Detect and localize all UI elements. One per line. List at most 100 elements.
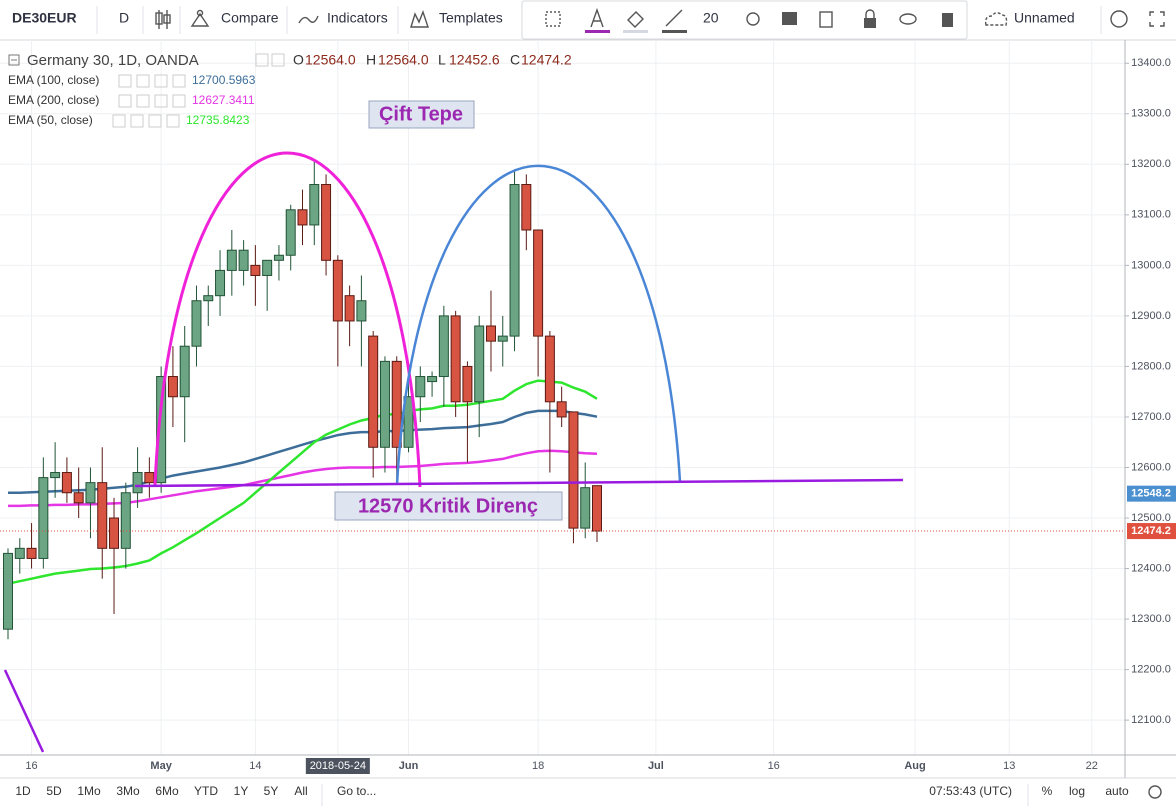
templates-button[interactable]: Templates (439, 10, 503, 26)
x-tick-label: 22 (1086, 760, 1098, 772)
line-swatch (662, 30, 687, 33)
price-tag-label: 12548.2 (1131, 488, 1171, 500)
collapse-legend[interactable] (8, 54, 20, 66)
indicator-icon[interactable] (136, 74, 150, 88)
x-tick-label: Aug (904, 760, 925, 772)
indicator-icon[interactable] (154, 94, 168, 108)
drawn-line[interactable] (3, 669, 45, 753)
y-tick-label: 12500.0 (1131, 512, 1171, 524)
indicator-icon[interactable] (154, 74, 168, 88)
indicators-button[interactable]: Indicators (327, 10, 388, 26)
indicator-icon[interactable] (118, 94, 132, 108)
candle-body (26, 547, 37, 559)
candle-body (474, 325, 485, 403)
symbol[interactable]: DE30EUR (12, 10, 77, 26)
y-tick-label: 13300.0 (1131, 108, 1171, 120)
indicator-icon[interactable] (166, 114, 180, 128)
range-button[interactable]: 1Y (234, 784, 249, 798)
candle-body (156, 376, 167, 484)
goto-button[interactable]: Go to... (337, 784, 376, 798)
candle-body (344, 295, 355, 322)
indicator-icon[interactable] (130, 114, 144, 128)
annotation[interactable]: 12570 Kritik Direnç (358, 495, 538, 517)
line-tool[interactable] (665, 9, 683, 27)
candle-body (438, 315, 449, 378)
range-button[interactable]: All (294, 784, 307, 798)
range-button[interactable]: 1D (15, 784, 31, 798)
legend-icon[interactable] (255, 53, 269, 67)
drawn-resistance-line[interactable] (134, 478, 904, 488)
range-button[interactable]: 5Y (264, 784, 279, 798)
candle-body (403, 396, 414, 448)
font-size[interactable]: 20 (703, 10, 719, 26)
y-tick-label: 13400.0 (1131, 57, 1171, 69)
x-tick-label: 14 (249, 760, 261, 772)
visual-order-tool[interactable] (782, 12, 797, 25)
indicator-icon[interactable] (172, 94, 186, 108)
cloud-icon (984, 12, 1008, 26)
crosshair-date-box (305, 758, 370, 774)
indicators-icon[interactable] (298, 15, 319, 24)
range-button[interactable]: 1Mo (77, 784, 101, 798)
range-button[interactable]: YTD (194, 784, 218, 798)
candle-body (238, 249, 249, 271)
select-tool[interactable] (545, 11, 561, 27)
candle-body (368, 335, 379, 448)
fullscreen-button[interactable] (1149, 11, 1165, 27)
compare-button[interactable]: Compare (221, 10, 279, 26)
chart-style-button[interactable] (155, 10, 171, 29)
drawn-arc-first-top[interactable] (153, 151, 422, 488)
candle-body (509, 184, 520, 337)
ohlc-value: 12564.0 (305, 52, 356, 68)
settings-button[interactable] (1110, 10, 1128, 28)
range-button[interactable]: 6Mo (155, 784, 179, 798)
y-tick-label: 12700.0 (1131, 411, 1171, 423)
candle-body (556, 401, 567, 418)
range-button[interactable]: 5D (46, 784, 62, 798)
text-color-tool[interactable] (590, 7, 604, 28)
clone-tool[interactable] (819, 11, 833, 28)
range-buttons: 1D 5D 1Mo 3Mo 6Mo YTD 1Y 5Y All (15, 784, 307, 798)
legend-icon[interactable] (271, 53, 285, 67)
percent-toggle[interactable]: % (1042, 784, 1053, 798)
chart-pane: 12100.0 12200.0 12300.0 12400.0 12500.0 12600… (0, 40, 1176, 778)
annotation-box[interactable] (334, 491, 563, 521)
indicator-name: EMA (100, close) (8, 73, 99, 87)
fill-tool[interactable] (627, 11, 644, 28)
indicator-icon[interactable] (136, 94, 150, 108)
annotation[interactable]: Çift Tepe (379, 103, 463, 125)
clock: 07:53:43 (UTC) (929, 784, 1012, 798)
candle-body (321, 184, 332, 261)
axis-settings[interactable] (1148, 785, 1162, 799)
indicator-icon[interactable] (148, 114, 162, 128)
candle-body (226, 249, 237, 271)
drawn-arc-second-top[interactable] (395, 164, 682, 486)
candle-body (85, 482, 96, 504)
auto-toggle[interactable]: auto (1105, 784, 1129, 798)
candle-body (462, 365, 473, 403)
ema-line (7, 379, 598, 585)
x-tick-label: Jul (648, 760, 664, 772)
layout-name[interactable]: Unnamed (1014, 10, 1075, 26)
lock-tool[interactable] (864, 18, 876, 28)
x-tick-label: 2018-05-24 (310, 760, 366, 772)
candle-body (120, 492, 131, 549)
settings-tool[interactable] (746, 12, 760, 26)
templates-icon[interactable] (410, 9, 429, 28)
plot-area (0, 40, 1125, 755)
ohlc-label: C (510, 52, 520, 68)
interval[interactable]: D (119, 10, 129, 26)
candle-body (50, 472, 61, 479)
compare-icon[interactable] (190, 9, 210, 27)
hide-tool[interactable] (899, 13, 917, 25)
indicator-icon[interactable] (118, 74, 132, 88)
log-toggle[interactable]: log (1069, 784, 1085, 798)
annotation-box[interactable] (368, 100, 475, 129)
candle-body (297, 209, 308, 226)
delete-tool[interactable] (942, 13, 953, 27)
range-button[interactable]: 3Mo (116, 784, 140, 798)
candle-body (415, 376, 426, 398)
indicator-icon[interactable] (112, 114, 126, 128)
indicator-icon[interactable] (172, 74, 186, 88)
indicator-value: 12700.5963 (192, 73, 256, 87)
